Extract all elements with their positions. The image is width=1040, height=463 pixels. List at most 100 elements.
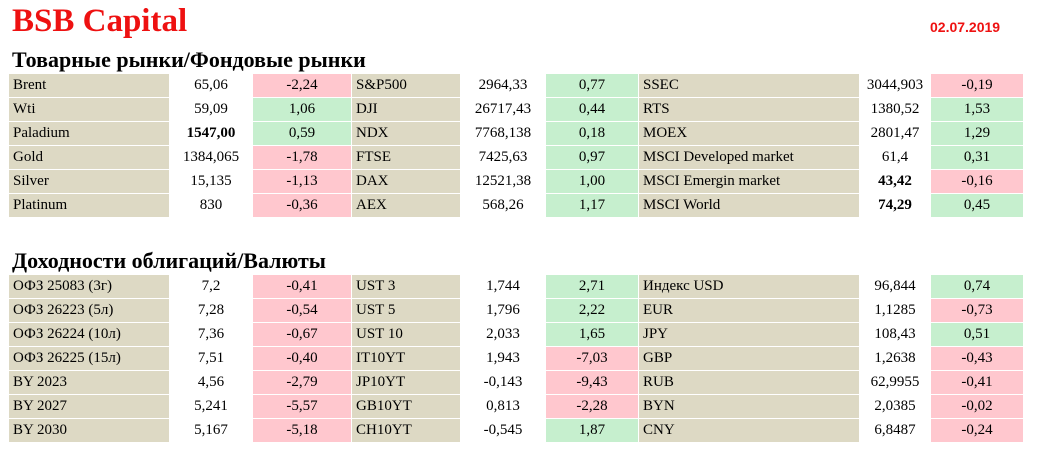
table-row: Wti 59,09 1,06 DJI 26717,43 0,44 RTS 1380,52 1,5…	[9, 98, 1023, 121]
instrument-value: 1,2638	[860, 347, 930, 370]
instrument-value: 1,796	[461, 299, 545, 322]
instrument-name: JP10YT	[352, 371, 460, 394]
instrument-value: 62,9955	[860, 371, 930, 394]
section-title-markets: Товарные рынки/Фондовые рынки	[12, 47, 366, 72]
change-percent: -0,67	[253, 323, 351, 346]
instrument-name: ОФЗ 26223 (5л)	[9, 299, 169, 322]
instrument-name: MSCI Emergin market	[639, 170, 859, 193]
instrument-name: GBP	[639, 347, 859, 370]
instrument-name: Paladium	[9, 122, 169, 145]
change-percent: -0,24	[931, 419, 1023, 442]
change-percent: -0,02	[931, 395, 1023, 418]
instrument-value: 568,26	[461, 194, 545, 217]
table-row: ОФЗ 25083 (3г) 7,2 -0,41 UST 3 1,744 2,71 Инде…	[9, 275, 1023, 298]
instrument-name: SSEC	[639, 74, 859, 97]
instrument-name: UST 3	[352, 275, 460, 298]
change-percent: 1,17	[546, 194, 638, 217]
instrument-value: 1547,00	[170, 122, 252, 145]
instrument-name: UST 5	[352, 299, 460, 322]
instrument-name: ОФЗ 25083 (3г)	[9, 275, 169, 298]
change-percent: 0,97	[546, 146, 638, 169]
table-row: ОФЗ 26223 (5л) 7,28 -0,54 UST 5 1,796 2,22 EUR…	[9, 299, 1023, 322]
instrument-value: 7,2	[170, 275, 252, 298]
instrument-value: 7,28	[170, 299, 252, 322]
instrument-name: GB10YT	[352, 395, 460, 418]
instrument-name: ОФЗ 26225 (15л)	[9, 347, 169, 370]
instrument-value: 12521,38	[461, 170, 545, 193]
change-percent: -2,24	[253, 74, 351, 97]
change-percent: -0,43	[931, 347, 1023, 370]
instrument-value: 108,43	[860, 323, 930, 346]
instrument-name: AEX	[352, 194, 460, 217]
change-percent: -0,36	[253, 194, 351, 217]
instrument-value: 1,943	[461, 347, 545, 370]
instrument-name: RTS	[639, 98, 859, 121]
brand-title: BSB Capital	[12, 3, 188, 39]
instrument-name: Platinum	[9, 194, 169, 217]
instrument-value: 4,56	[170, 371, 252, 394]
change-percent: -0,40	[253, 347, 351, 370]
table-row: ОФЗ 26225 (15л) 7,51 -0,40 IT10YT 1,943 -7,03…	[9, 347, 1023, 370]
instrument-name: JPY	[639, 323, 859, 346]
instrument-value: 1384,065	[170, 146, 252, 169]
instrument-name: EUR	[639, 299, 859, 322]
instrument-value: 7425,63	[461, 146, 545, 169]
instrument-name: ОФЗ 26224 (10л)	[9, 323, 169, 346]
instrument-value: 2801,47	[860, 122, 930, 145]
change-percent: 1,29	[931, 122, 1023, 145]
markets-table: Brent 65,06 -2,24 S&P500 2964,33 0,77 SSEC 3044…	[8, 73, 1024, 218]
change-percent: 1,53	[931, 98, 1023, 121]
instrument-name: RUB	[639, 371, 859, 394]
instrument-name: BY 2023	[9, 371, 169, 394]
instrument-value: 6,8487	[860, 419, 930, 442]
instrument-value: -0,545	[461, 419, 545, 442]
instrument-value: 15,135	[170, 170, 252, 193]
change-percent: -0,19	[931, 74, 1023, 97]
instrument-value: 1,1285	[860, 299, 930, 322]
instrument-value: 65,06	[170, 74, 252, 97]
change-percent: 0,59	[253, 122, 351, 145]
instrument-value: 26717,43	[461, 98, 545, 121]
table-row: ОФЗ 26224 (10л) 7,36 -0,67 UST 10 2,033 1,65 J…	[9, 323, 1023, 346]
instrument-name: BYN	[639, 395, 859, 418]
change-percent: 0,18	[546, 122, 638, 145]
change-percent: 0,44	[546, 98, 638, 121]
change-percent: 1,65	[546, 323, 638, 346]
instrument-value: 5,241	[170, 395, 252, 418]
table-row: Gold 1384,065 -1,78 FTSE 7425,63 0,97 MSCI Dev…	[9, 146, 1023, 169]
instrument-value: 3044,903	[860, 74, 930, 97]
instrument-name: BY 2030	[9, 419, 169, 442]
instrument-value: 2,033	[461, 323, 545, 346]
instrument-value: 7,36	[170, 323, 252, 346]
change-percent: -1,13	[253, 170, 351, 193]
instrument-value: -0,143	[461, 371, 545, 394]
change-percent: -0,54	[253, 299, 351, 322]
instrument-name: MSCI World	[639, 194, 859, 217]
instrument-name: IT10YT	[352, 347, 460, 370]
change-percent: 2,71	[546, 275, 638, 298]
instrument-value: 830	[170, 194, 252, 217]
instrument-name: Silver	[9, 170, 169, 193]
change-percent: 0,45	[931, 194, 1023, 217]
table-row: Platinum 830 -0,36 AEX 568,26 1,17 MSCI World 7…	[9, 194, 1023, 217]
instrument-name: Индекс USD	[639, 275, 859, 298]
instrument-value: 0,813	[461, 395, 545, 418]
instrument-name: CNY	[639, 419, 859, 442]
instrument-name: NDX	[352, 122, 460, 145]
instrument-value: 2,0385	[860, 395, 930, 418]
instrument-name: Brent	[9, 74, 169, 97]
instrument-value: 2964,33	[461, 74, 545, 97]
change-percent: 0,31	[931, 146, 1023, 169]
instrument-name: CH10YT	[352, 419, 460, 442]
instrument-value: 43,42	[860, 170, 930, 193]
instrument-name: DAX	[352, 170, 460, 193]
table-row: Brent 65,06 -2,24 S&P500 2964,33 0,77 SSEC 3044…	[9, 74, 1023, 97]
instrument-name: Gold	[9, 146, 169, 169]
table-row: Silver 15,135 -1,13 DAX 12521,38 1,00 MSCI Eme…	[9, 170, 1023, 193]
instrument-value: 1,744	[461, 275, 545, 298]
instrument-value: 7,51	[170, 347, 252, 370]
change-percent: -0,41	[931, 371, 1023, 394]
instrument-value: 59,09	[170, 98, 252, 121]
change-percent: -2,79	[253, 371, 351, 394]
section-title-bonds-currencies: Доходности облигаций/Валюты	[12, 248, 326, 273]
